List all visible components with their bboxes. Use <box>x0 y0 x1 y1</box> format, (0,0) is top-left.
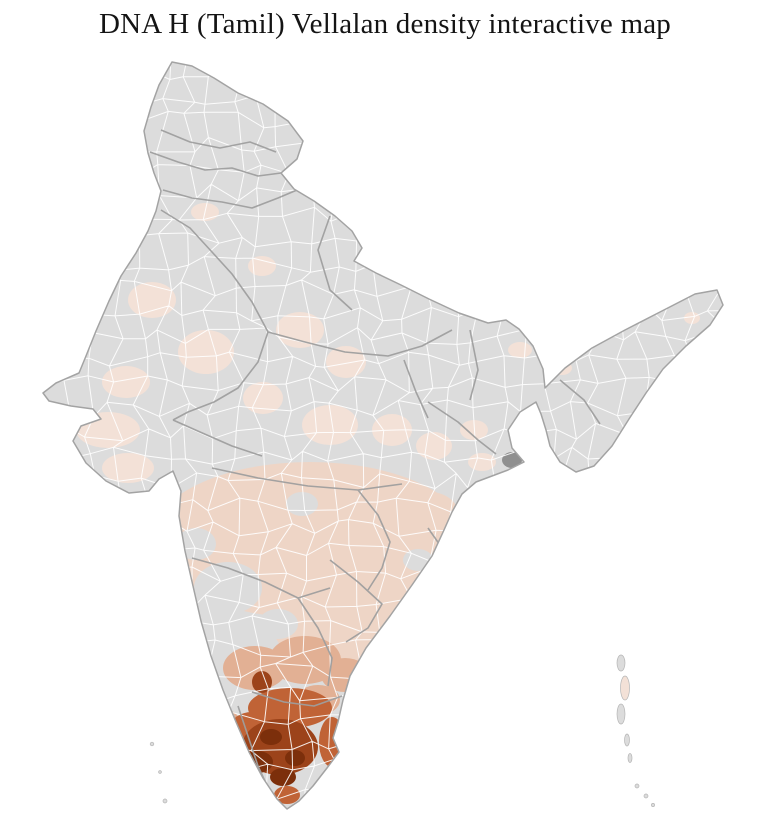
country-outline <box>42 61 724 810</box>
island[interactable] <box>149 741 155 747</box>
density-region-no_data[interactable] <box>258 609 298 639</box>
island[interactable] <box>627 753 633 763</box>
density-region-max[interactable] <box>260 729 282 745</box>
density-region-very_low[interactable] <box>302 405 358 445</box>
density-region-urban_gray[interactable] <box>502 452 522 468</box>
island[interactable] <box>616 703 626 725</box>
island[interactable] <box>162 798 168 804</box>
density-region-very_low[interactable] <box>102 366 150 398</box>
density-region-very_low[interactable] <box>76 412 140 448</box>
island[interactable] <box>620 675 630 701</box>
density-region-very_high[interactable] <box>252 671 272 693</box>
density-region-no_data[interactable] <box>194 562 262 614</box>
density-region-high[interactable] <box>274 786 300 804</box>
density-region-very_low[interactable] <box>243 382 283 414</box>
density-region-max[interactable] <box>270 768 296 786</box>
density-region-very_low[interactable] <box>102 453 154 483</box>
page-title: DNA H (Tamil) Vellalan density interacti… <box>99 8 671 40</box>
state-borders <box>149 129 601 793</box>
density-region-very_low[interactable] <box>326 346 366 378</box>
density-region-urban_gray[interactable] <box>35 398 47 406</box>
density-region-very_low[interactable] <box>508 342 532 358</box>
density-region-max[interactable] <box>285 750 305 766</box>
density-region-very_low[interactable] <box>684 312 700 324</box>
island[interactable] <box>643 793 649 799</box>
density-region-very_low[interactable] <box>552 361 572 375</box>
island[interactable] <box>651 803 655 807</box>
density-region-very_low[interactable] <box>178 330 234 374</box>
island-group[interactable] <box>149 654 655 807</box>
density-region-no_data[interactable] <box>176 528 216 560</box>
density-region-no_data[interactable] <box>286 492 318 516</box>
island[interactable] <box>616 654 626 672</box>
island[interactable] <box>634 783 640 789</box>
island[interactable] <box>624 733 630 747</box>
island[interactable] <box>158 770 162 774</box>
density-region-very_low[interactable] <box>416 432 452 460</box>
density-region-very_low[interactable] <box>128 282 176 318</box>
density-region-very_low[interactable] <box>248 256 276 276</box>
